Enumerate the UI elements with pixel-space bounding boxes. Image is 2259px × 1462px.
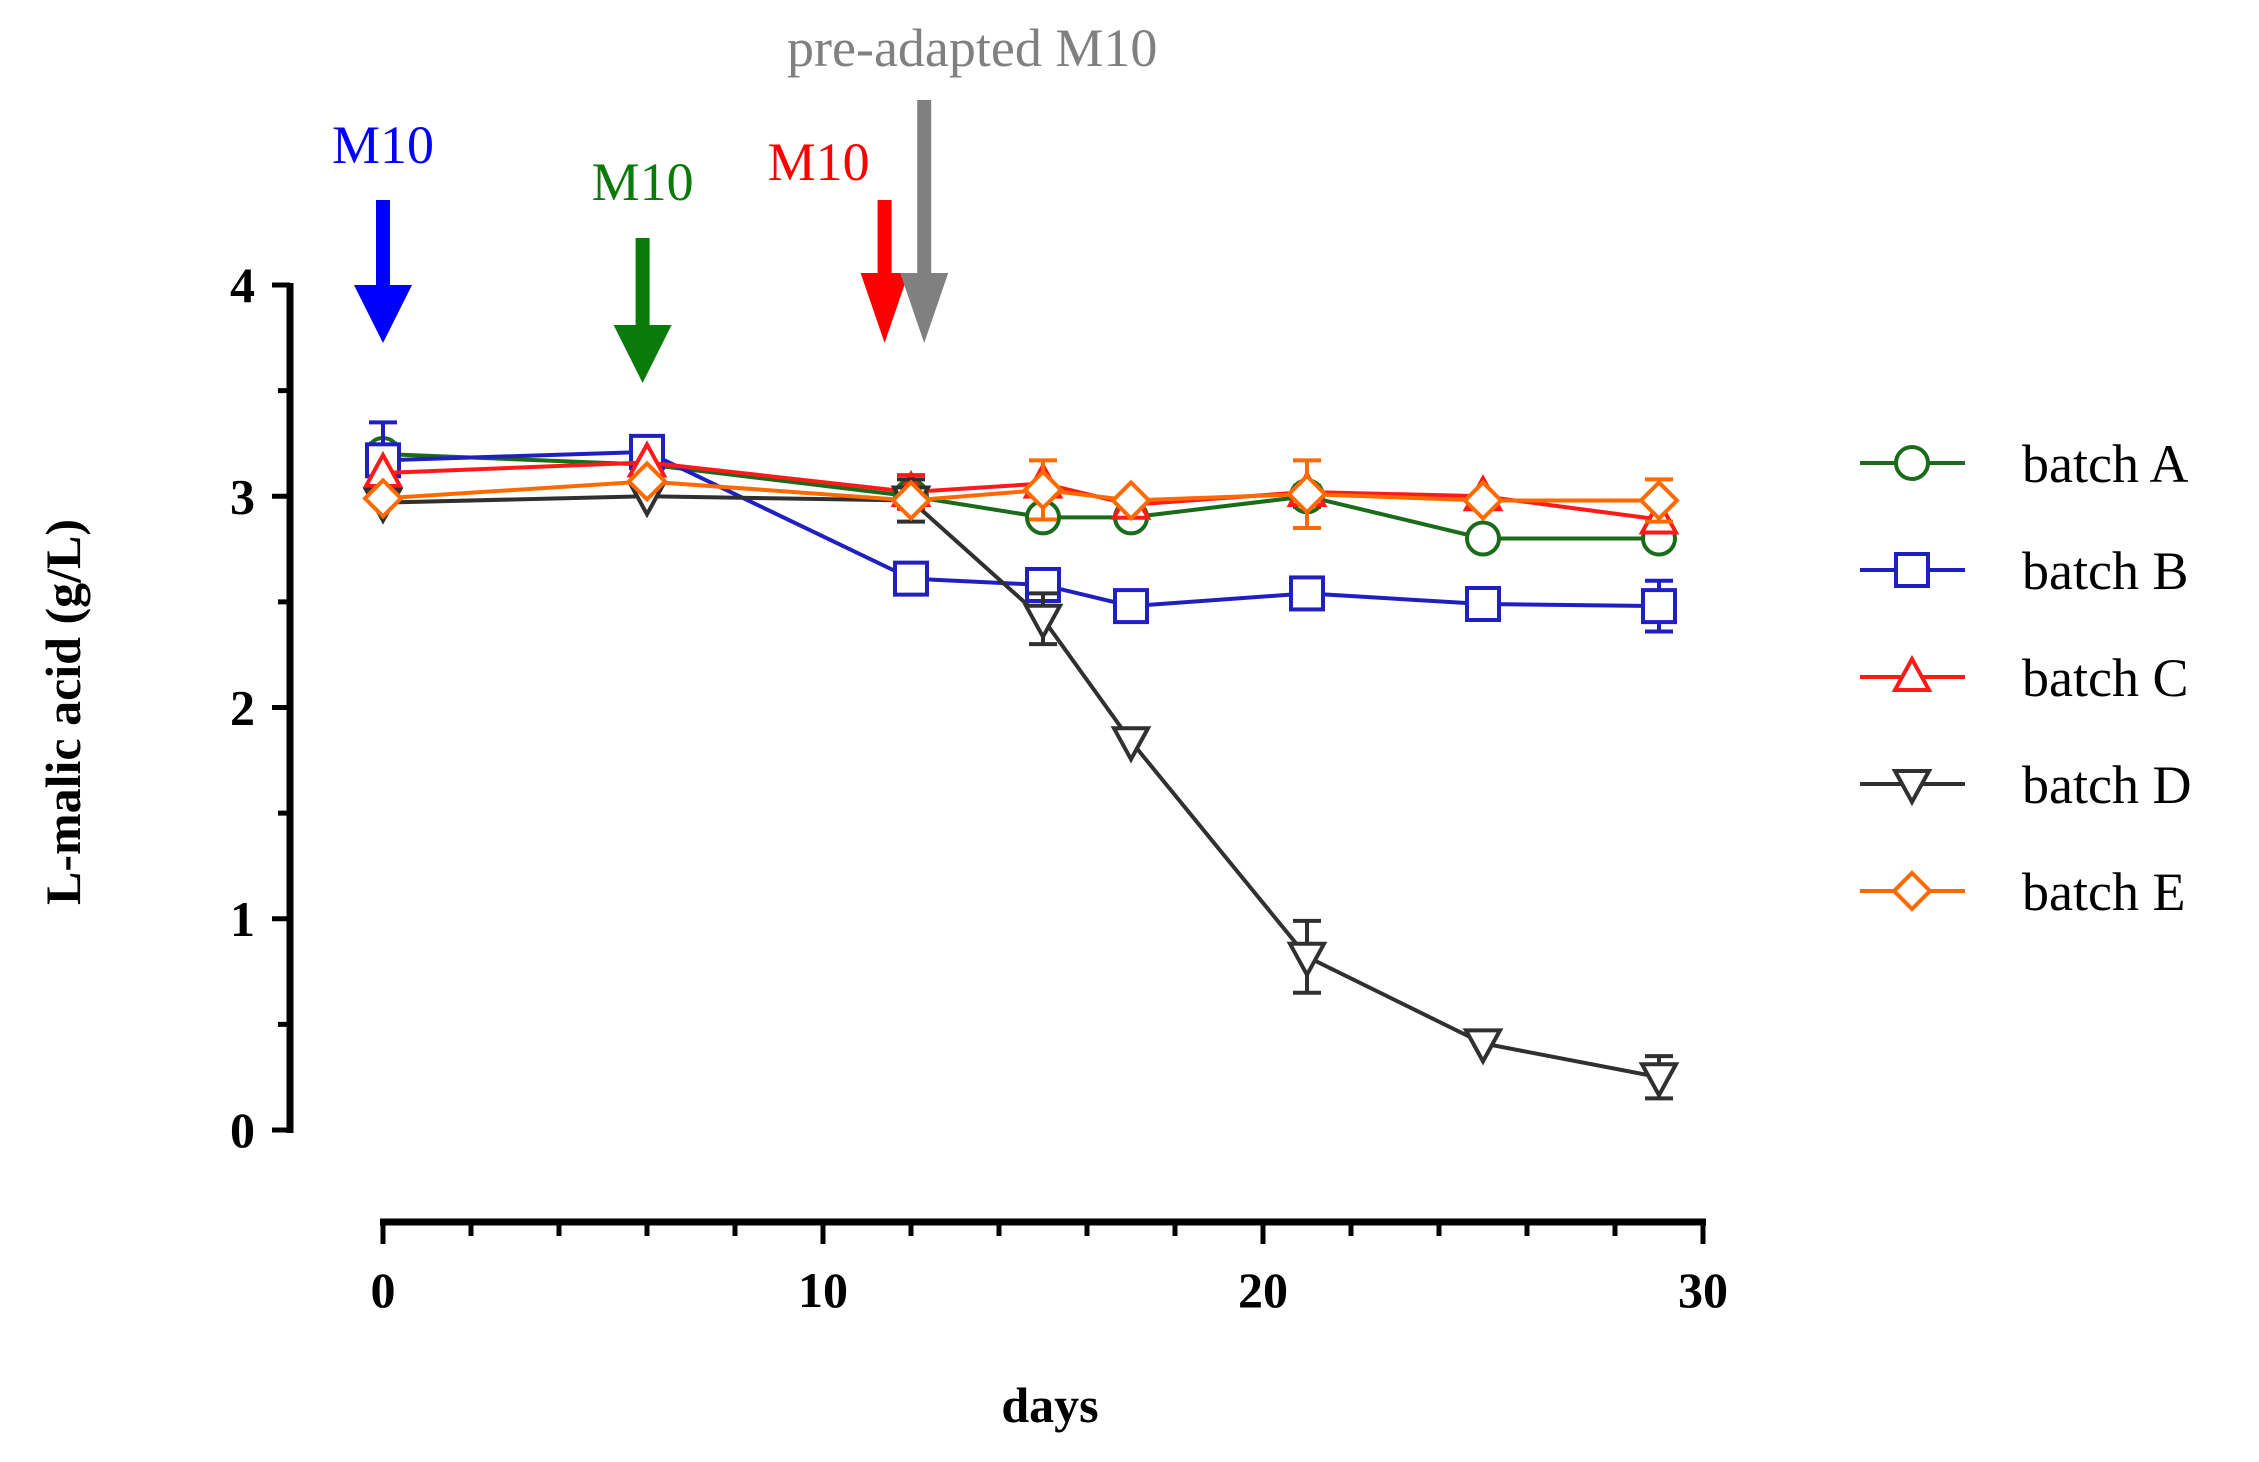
legend-marker xyxy=(1894,445,1930,481)
series-batch-d xyxy=(362,477,1680,1101)
x-axis: 0 10 20 30 xyxy=(371,1218,1728,1318)
y-tick-label: 2 xyxy=(230,680,255,736)
data-point xyxy=(1462,1028,1504,1066)
legend: batch A batch B batch C batch D batch E xyxy=(1860,434,2191,922)
data-point xyxy=(626,460,668,503)
series-batch-e xyxy=(362,458,1680,530)
data-point xyxy=(893,560,929,597)
legend-label: batch A xyxy=(2022,434,2188,494)
legend-label: batch E xyxy=(2022,862,2185,922)
data-point xyxy=(1465,585,1501,622)
legend-marker xyxy=(1894,552,1930,588)
arrow-shaft xyxy=(376,200,390,287)
legend-label: batch C xyxy=(2022,648,2188,708)
data-point xyxy=(1638,479,1680,522)
x-axis-title: days xyxy=(1001,1377,1098,1433)
series-line xyxy=(382,494,1660,1080)
x-tick-label: 30 xyxy=(1678,1262,1728,1318)
y-axis-title: L-malic acid (g/L) xyxy=(35,519,91,905)
annotation-arrow: M10 xyxy=(768,132,909,343)
legend-label: batch D xyxy=(2022,755,2191,815)
legend-entry: batch B xyxy=(1860,541,2188,601)
x-tick-label: 20 xyxy=(1238,1262,1288,1318)
arrow-head xyxy=(613,325,672,383)
y-tick-label: 3 xyxy=(230,468,255,524)
data-point xyxy=(1638,1062,1680,1100)
annotation-label: pre-adapted M10 xyxy=(787,18,1157,78)
annotation-label: M10 xyxy=(768,132,870,192)
data-point xyxy=(1110,479,1152,522)
y-tick-label: 0 xyxy=(230,1102,255,1158)
series-line xyxy=(382,452,1659,541)
series-layer xyxy=(362,420,1680,1101)
legend-marker xyxy=(1891,654,1933,692)
data-point xyxy=(1465,520,1501,557)
legend-entry: batch E xyxy=(1860,862,2185,922)
data-point xyxy=(1286,473,1328,515)
annotation-arrow: M10 xyxy=(332,115,434,343)
data-point xyxy=(1462,479,1504,522)
legend-label: batch B xyxy=(2022,541,2188,601)
legend-marker xyxy=(1891,769,1933,807)
data-point xyxy=(890,479,932,522)
data-point xyxy=(1641,588,1677,625)
legend-entry: batch D xyxy=(1860,755,2191,815)
y-axis: 0 1 2 3 4 xyxy=(230,257,294,1158)
x-tick-label: 0 xyxy=(371,1262,396,1318)
data-point xyxy=(362,477,404,520)
annotation-label: M10 xyxy=(592,152,694,212)
data-point xyxy=(1022,603,1064,641)
annotations: M10 M10 M10 pre-adapted M10 xyxy=(332,18,1157,383)
data-point xyxy=(1110,726,1152,764)
arrow-shaft xyxy=(877,200,892,275)
y-tick-label: 4 xyxy=(230,257,255,313)
arrow-shaft xyxy=(917,100,932,275)
data-point xyxy=(1286,941,1328,979)
x-tick-label: 10 xyxy=(798,1262,848,1318)
data-point xyxy=(1022,469,1064,511)
legend-marker xyxy=(1891,870,1933,912)
y-tick-label: 1 xyxy=(230,891,255,947)
data-point xyxy=(1113,588,1149,625)
annotation-arrow: M10 xyxy=(592,152,694,383)
arrow-head xyxy=(354,285,412,343)
legend-entry: batch C xyxy=(1860,648,2188,708)
arrow-shaft xyxy=(635,238,650,327)
series-line xyxy=(382,479,1659,503)
arrow-head xyxy=(900,273,949,343)
data-point xyxy=(1289,575,1325,612)
arrow-head xyxy=(860,273,909,343)
series-line xyxy=(382,449,1660,609)
annotation-label: M10 xyxy=(332,115,434,175)
annotation-arrow: pre-adapted M10 xyxy=(787,18,1157,343)
legend-entry: batch A xyxy=(1860,434,2188,494)
